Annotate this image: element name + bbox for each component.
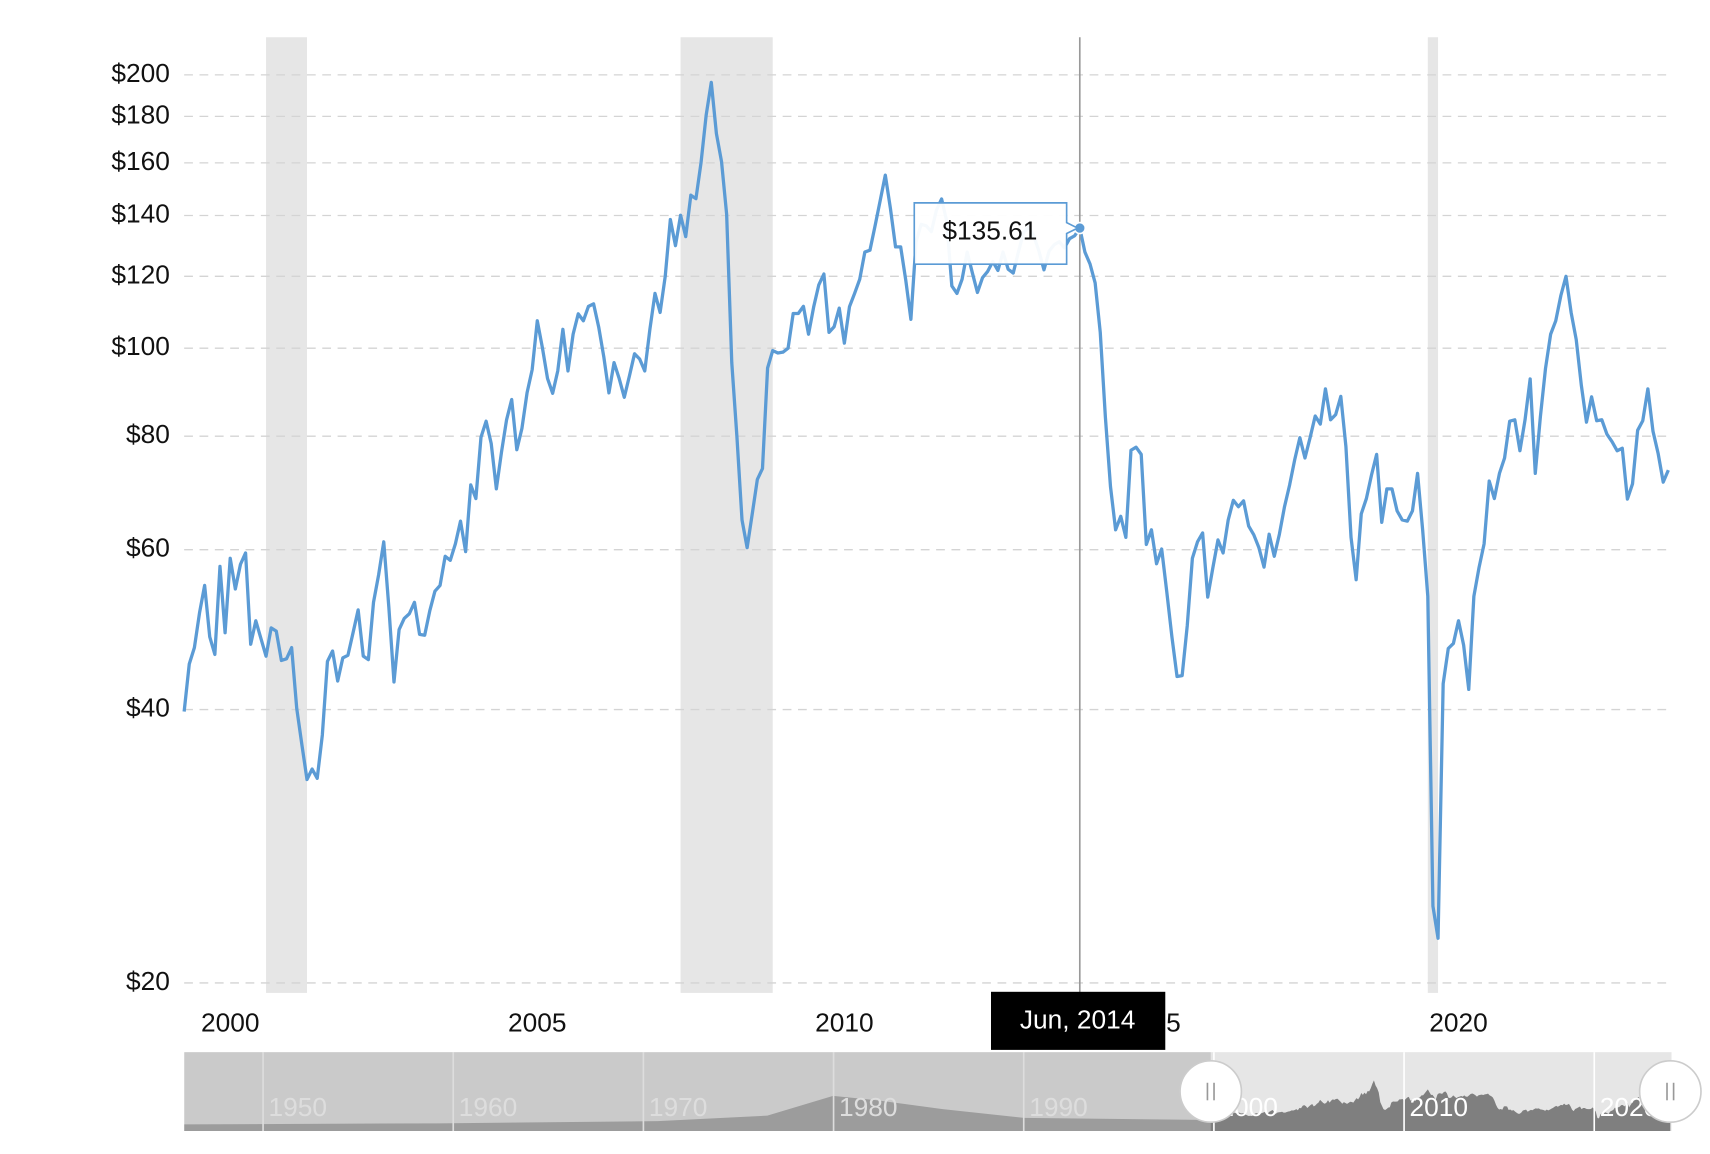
y-tick-label: $100 (111, 331, 170, 361)
handle-circle[interactable] (1179, 1060, 1243, 1124)
navigator-handle[interactable] (1638, 1060, 1702, 1124)
y-tick-label: $200 (111, 58, 170, 88)
x-tick-label: 2020 (1429, 1008, 1488, 1038)
y-tick-label: $20 (126, 966, 170, 996)
recession-band (680, 37, 773, 993)
tooltip-value: $135.61 (942, 215, 1037, 245)
x-tick-label: 2000 (201, 1008, 260, 1038)
navigator-tick-label: 1970 (649, 1092, 708, 1122)
y-tick-label: $60 (126, 533, 170, 563)
handle-circle[interactable] (1638, 1060, 1702, 1124)
recession-band (266, 37, 307, 993)
date-label-box (990, 991, 1166, 1050)
y-tick-label: $80 (126, 419, 170, 449)
navigator-mask (184, 1052, 1211, 1131)
navigator-tick-label: 1990 (1029, 1092, 1088, 1122)
x-tick-label: 2005 (508, 1008, 567, 1038)
y-tick-label: $40 (126, 693, 170, 723)
recession-band (1427, 37, 1439, 993)
navigator-tick-label: 1980 (839, 1092, 898, 1122)
navigator-handle[interactable] (1179, 1060, 1243, 1124)
navigator-area (1210, 1080, 1671, 1131)
y-tick-label: $120 (111, 259, 170, 289)
navigator-tick-label: 1960 (459, 1092, 518, 1122)
navigator-tick-label: 2010 (1410, 1092, 1469, 1122)
y-tick-label: $140 (111, 198, 170, 228)
y-tick-label: $180 (111, 99, 170, 129)
x-tick-label: 2010 (815, 1008, 874, 1038)
date-label: Jun, 2014 (1020, 1004, 1136, 1034)
tooltip-box (913, 202, 1080, 266)
navigator-tick-label: 1950 (269, 1092, 328, 1122)
y-tick-label: $160 (111, 146, 170, 176)
navigator-history-area (184, 1095, 1213, 1131)
